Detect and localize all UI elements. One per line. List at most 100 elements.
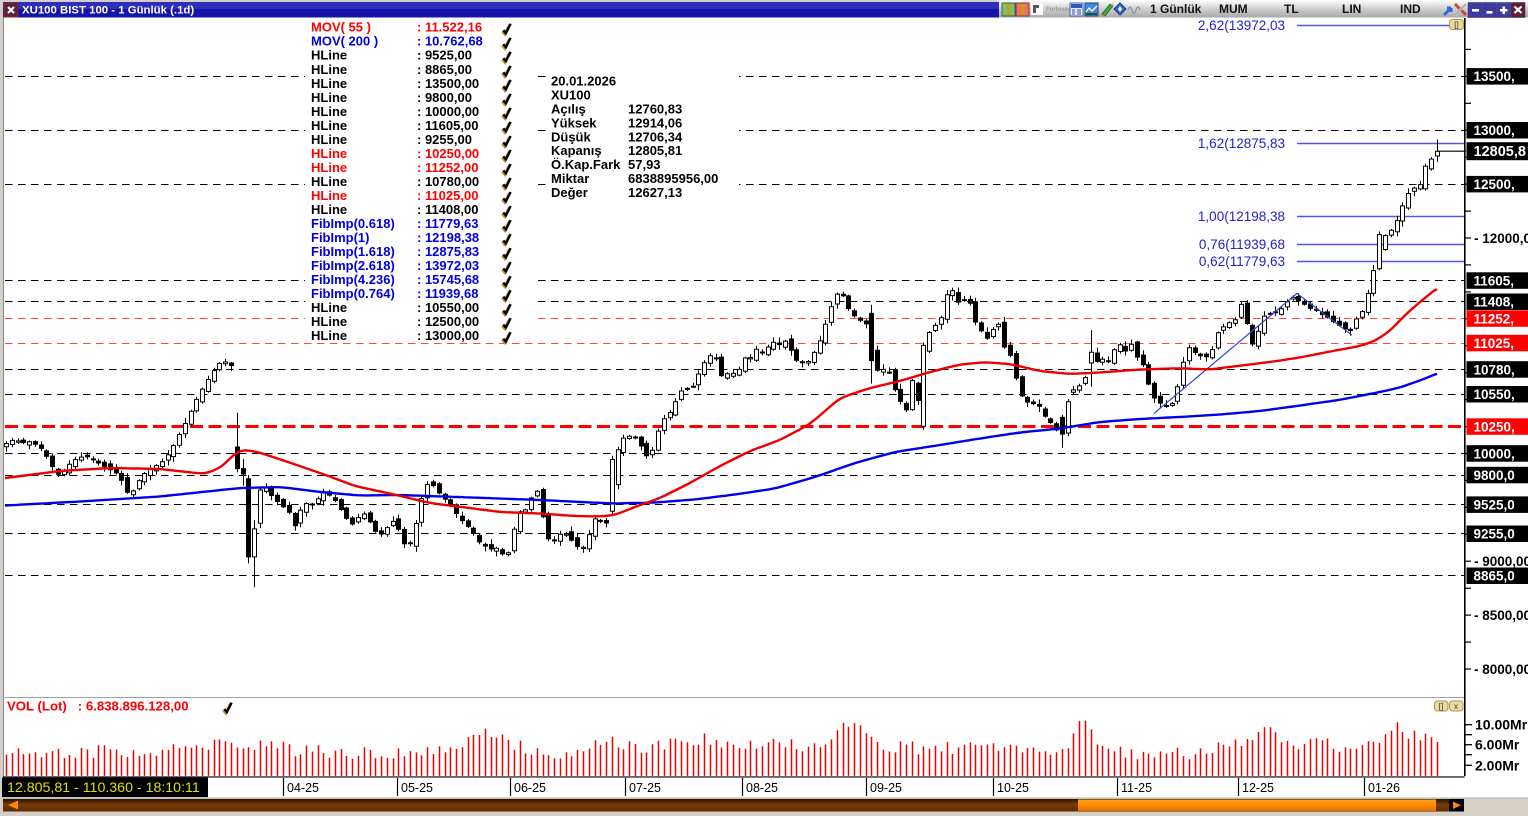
svg-text:: 11408,00: : 11408,00 bbox=[417, 202, 478, 217]
svg-text:FibImp(4.236): FibImp(4.236) bbox=[311, 272, 395, 287]
svg-text:Ö.Kap.Fark: Ö.Kap.Fark bbox=[551, 157, 621, 172]
svg-text:[]: [] bbox=[1439, 702, 1443, 711]
svg-text:Miktar: Miktar bbox=[551, 171, 589, 186]
svg-text:11605,: 11605, bbox=[1474, 273, 1515, 288]
svg-text:12.805,81 - 110.360 - 18:10:11: 12.805,81 - 110.360 - 18:10:11 bbox=[7, 780, 200, 796]
svg-text:FibImp(2.618): FibImp(2.618) bbox=[311, 258, 395, 273]
svg-text:09-25: 09-25 bbox=[870, 781, 902, 795]
svg-text:Yüksek: Yüksek bbox=[551, 115, 597, 130]
svg-text:12627,13: 12627,13 bbox=[628, 185, 682, 200]
svg-text:: 9525,00: : 9525,00 bbox=[417, 48, 472, 63]
svg-text:: 13972,03: : 13972,03 bbox=[417, 258, 479, 273]
svg-text:[]: [] bbox=[1454, 21, 1458, 30]
svg-text:FibImp(1): FibImp(1) bbox=[311, 230, 370, 245]
svg-text:06-25: 06-25 bbox=[514, 781, 546, 795]
svg-text:1 Günlük: 1 Günlük bbox=[1150, 2, 1202, 16]
svg-text:01-26: 01-26 bbox=[1368, 781, 1400, 795]
svg-text:- 8000,00: - 8000,00 bbox=[1474, 662, 1528, 677]
svg-text:: 12875,83: : 12875,83 bbox=[417, 244, 479, 259]
svg-text:HLine: HLine bbox=[311, 160, 347, 175]
svg-text:: 9255,00: : 9255,00 bbox=[417, 132, 472, 147]
svg-text:: 11939,68: : 11939,68 bbox=[417, 286, 478, 301]
svg-text:: 10250,00: : 10250,00 bbox=[417, 146, 479, 161]
svg-text:LIN: LIN bbox=[1342, 2, 1361, 16]
svg-text:- 9000,00: - 9000,00 bbox=[1474, 554, 1528, 569]
svg-text:HLine: HLine bbox=[311, 104, 347, 119]
svg-text:11252,: 11252, bbox=[1474, 311, 1515, 326]
svg-text:: 12198,38: : 12198,38 bbox=[417, 230, 479, 245]
svg-text:: 11605,00: : 11605,00 bbox=[417, 118, 478, 133]
svg-text:: 11.522,16: : 11.522,16 bbox=[417, 20, 482, 35]
svg-text:HLine: HLine bbox=[311, 90, 347, 105]
svg-text:: 10000,00: : 10000,00 bbox=[417, 104, 479, 119]
svg-text:9255,0: 9255,0 bbox=[1474, 527, 1515, 542]
svg-text:MUM: MUM bbox=[1219, 2, 1248, 16]
svg-text:10-25: 10-25 bbox=[997, 781, 1029, 795]
svg-text:HLine: HLine bbox=[311, 62, 347, 77]
svg-text:IND: IND bbox=[1400, 2, 1421, 16]
svg-text:11408,: 11408, bbox=[1474, 295, 1515, 310]
svg-text:12805,81: 12805,81 bbox=[628, 143, 682, 158]
svg-text:HLine: HLine bbox=[311, 188, 347, 203]
svg-text:ForInvest: ForInvest bbox=[1046, 7, 1073, 13]
svg-text:12500,: 12500, bbox=[1474, 177, 1515, 192]
svg-text:0,76(11939,68: 0,76(11939,68 bbox=[1199, 237, 1285, 252]
svg-text:: 13500,00: : 13500,00 bbox=[417, 76, 479, 91]
svg-text:FibImp(1.618): FibImp(1.618) bbox=[311, 244, 395, 259]
svg-text:10.00Mr: 10.00Mr bbox=[1475, 717, 1528, 733]
svg-text:HLine: HLine bbox=[311, 314, 347, 329]
svg-text:HLine: HLine bbox=[311, 300, 347, 315]
svg-text:- 12000,00: - 12000,00 bbox=[1474, 231, 1528, 246]
svg-text:: 11025,00: : 11025,00 bbox=[417, 188, 478, 203]
svg-text:2.00Mr: 2.00Mr bbox=[1475, 757, 1520, 773]
svg-text:: 9800,00: : 9800,00 bbox=[417, 90, 472, 105]
svg-text:0,62(11779,63: 0,62(11779,63 bbox=[1199, 254, 1285, 269]
svg-text:10000,: 10000, bbox=[1474, 446, 1515, 461]
svg-text:HLine: HLine bbox=[311, 48, 347, 63]
svg-text:- 8500,00: - 8500,00 bbox=[1474, 608, 1528, 623]
svg-text:12-25: 12-25 bbox=[1242, 781, 1274, 795]
svg-text:HLine: HLine bbox=[311, 76, 347, 91]
svg-text:: 8865,00: : 8865,00 bbox=[417, 62, 472, 77]
svg-text:9525,0: 9525,0 bbox=[1474, 498, 1515, 513]
svg-text:8865,0: 8865,0 bbox=[1474, 569, 1515, 584]
svg-text:11025,: 11025, bbox=[1474, 336, 1515, 351]
svg-text:VOL (Lot) : 6.838.896.128,00: VOL (Lot) : 6.838.896.128,00 bbox=[7, 699, 189, 714]
svg-text:2,62(13972,03: 2,62(13972,03 bbox=[1198, 18, 1285, 33]
svg-text:: 10.762,68: : 10.762,68 bbox=[417, 34, 483, 49]
svg-text:12914,06: 12914,06 bbox=[628, 115, 682, 130]
svg-text:: 11252,00: : 11252,00 bbox=[417, 160, 478, 175]
svg-text:Değer: Değer bbox=[551, 185, 588, 200]
svg-text:6838895956,00: 6838895956,00 bbox=[628, 171, 718, 186]
svg-text:20.01.2026: 20.01.2026 bbox=[551, 74, 616, 89]
svg-text:HLine: HLine bbox=[311, 132, 347, 147]
svg-text:1,00(12198,38: 1,00(12198,38 bbox=[1198, 209, 1285, 224]
svg-text:: 15745,68: : 15745,68 bbox=[417, 272, 479, 287]
svg-text:10550,: 10550, bbox=[1474, 387, 1515, 402]
svg-text:x: x bbox=[1454, 702, 1458, 711]
svg-text:13500,: 13500, bbox=[1474, 69, 1515, 84]
svg-text:FibImp(0.764): FibImp(0.764) bbox=[311, 286, 395, 301]
svg-text:12805,8: 12805,8 bbox=[1474, 144, 1526, 160]
svg-text:HLine: HLine bbox=[311, 328, 347, 343]
svg-text:TL: TL bbox=[1284, 2, 1299, 16]
svg-text:11-25: 11-25 bbox=[1121, 781, 1152, 795]
svg-text:: 10550,00: : 10550,00 bbox=[417, 300, 479, 315]
svg-text:10250,: 10250, bbox=[1474, 419, 1515, 434]
svg-text:08-25: 08-25 bbox=[746, 781, 778, 795]
svg-text:12706,34: 12706,34 bbox=[628, 129, 683, 144]
svg-text:07-25: 07-25 bbox=[629, 781, 661, 795]
svg-text:XU100 BIST 100 - 1 Günlük (.1d: XU100 BIST 100 - 1 Günlük (.1d) bbox=[22, 5, 194, 17]
svg-text:10780,: 10780, bbox=[1474, 362, 1515, 377]
svg-text:Açılış: Açılış bbox=[551, 102, 586, 117]
svg-text:FibImp(0.618): FibImp(0.618) bbox=[311, 216, 395, 231]
svg-text:MOV( 55 ): MOV( 55 ) bbox=[311, 20, 371, 35]
svg-text:HLine: HLine bbox=[311, 146, 347, 161]
svg-text:: 11779,63: : 11779,63 bbox=[417, 216, 478, 231]
svg-text:HLine: HLine bbox=[311, 118, 347, 133]
svg-text:05-25: 05-25 bbox=[401, 781, 433, 795]
svg-text:: 13000,00: : 13000,00 bbox=[417, 328, 479, 343]
svg-text:XU100: XU100 bbox=[551, 88, 591, 103]
svg-text:MOV( 200 ): MOV( 200 ) bbox=[311, 34, 378, 49]
svg-text:13000,: 13000, bbox=[1474, 123, 1515, 138]
